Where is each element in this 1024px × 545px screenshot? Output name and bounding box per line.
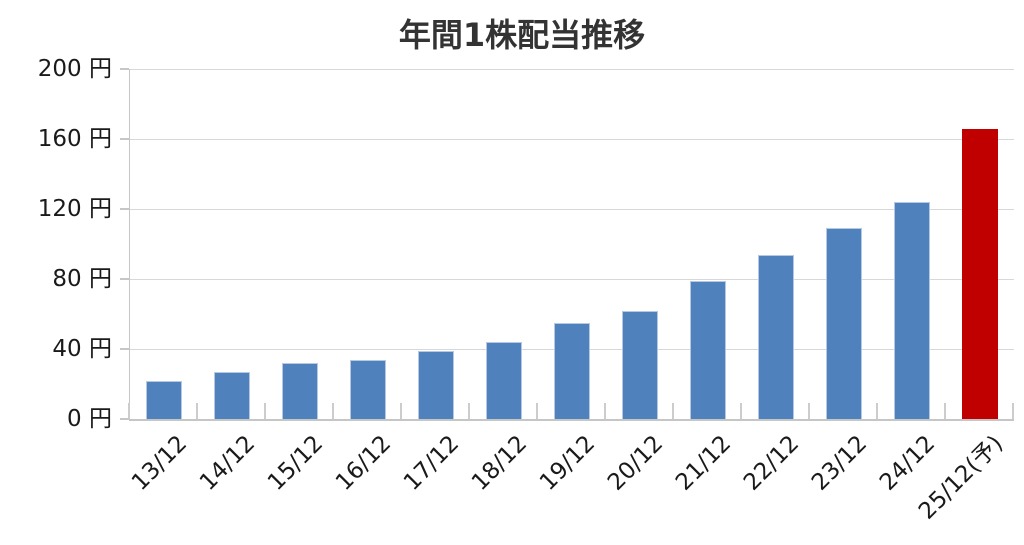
x-axis-label-17/12: 17/12 [398, 430, 464, 496]
y-axis-label: 0 円 [67, 406, 112, 432]
y-axis-tick [120, 68, 129, 70]
x-axis-label-13/12: 13/12 [126, 430, 192, 496]
chart-title: 年間1株配当推移 [398, 16, 646, 54]
gridline-120 [130, 208, 1014, 210]
x-axis-tick [400, 403, 402, 419]
x-axis-tick [264, 403, 266, 419]
x-axis-tick [808, 403, 810, 419]
y-axis-tick [120, 418, 129, 420]
bar-23/12 [826, 228, 862, 419]
x-axis-tick [944, 403, 946, 419]
y-axis-label: 80 円 [52, 266, 112, 292]
x-axis-label-22/12: 22/12 [738, 430, 804, 496]
bar-14/12 [214, 371, 250, 419]
x-axis-tick [876, 403, 878, 419]
x-axis-label-23/12: 23/12 [806, 430, 872, 496]
x-axis-tick [128, 403, 130, 419]
bar-17/12 [418, 350, 454, 419]
y-axis-label: 40 円 [52, 336, 112, 362]
x-axis-label-21/12: 21/12 [670, 430, 736, 496]
gridline-160 [130, 138, 1014, 140]
bar-21/12 [690, 280, 726, 419]
y-axis-label: 200 円 [37, 56, 112, 82]
bar-13/12 [146, 380, 182, 419]
bar-22/12 [758, 254, 794, 419]
y-axis-label: 120 円 [37, 196, 112, 222]
x-axis-label-16/12: 16/12 [330, 430, 396, 496]
x-axis-tick [468, 403, 470, 419]
x-axis-label-19/12: 19/12 [534, 430, 600, 496]
y-axis-tick [120, 208, 129, 210]
x-axis-tick [196, 403, 198, 419]
y-axis-tick [120, 278, 129, 280]
x-axis-label-15/12: 15/12 [262, 430, 328, 496]
bar-15/12 [282, 363, 318, 419]
bar-24/12 [894, 202, 930, 419]
forecast-bar-25/12(予) [962, 128, 998, 419]
x-axis-label-14/12: 14/12 [194, 430, 260, 496]
bar-20/12 [622, 310, 658, 419]
x-axis-label-20/12: 20/12 [602, 430, 668, 496]
bar-19/12 [554, 322, 590, 419]
y-axis-tick [120, 138, 129, 140]
x-axis-label-24/12: 24/12 [874, 430, 940, 496]
plot-area [129, 68, 1014, 421]
x-axis-tick [332, 403, 334, 419]
x-axis-label-18/12: 18/12 [466, 430, 532, 496]
x-axis-tick [604, 403, 606, 419]
gridline-200 [130, 68, 1014, 70]
y-axis-tick [120, 348, 129, 350]
x-axis-tick [740, 403, 742, 419]
x-axis-tick [1012, 403, 1014, 419]
y-axis-label: 160 円 [37, 126, 112, 152]
x-axis-tick [672, 403, 674, 419]
bar-18/12 [486, 342, 522, 419]
gridline-80 [130, 278, 1014, 280]
bar-16/12 [350, 359, 386, 419]
x-axis-tick [536, 403, 538, 419]
